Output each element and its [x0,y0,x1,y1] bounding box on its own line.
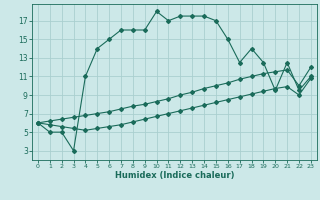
X-axis label: Humidex (Indice chaleur): Humidex (Indice chaleur) [115,171,234,180]
